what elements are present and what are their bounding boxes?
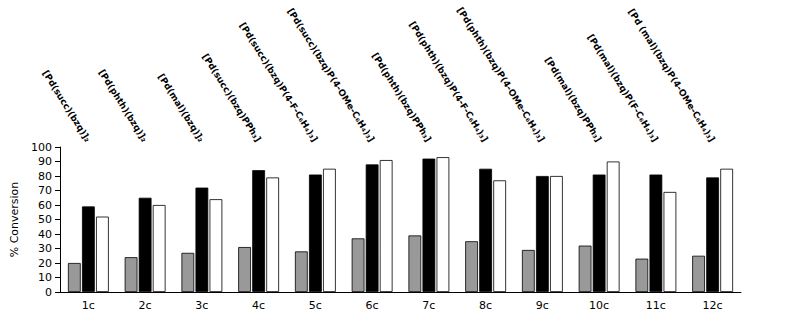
svg-text:30: 30 xyxy=(38,242,52,255)
svg-text:1c: 1c xyxy=(82,299,95,312)
svg-text:12c: 12c xyxy=(703,299,723,312)
svg-text:3c: 3c xyxy=(195,299,208,312)
svg-text:8c: 8c xyxy=(479,299,492,312)
svg-text:80: 80 xyxy=(38,170,52,183)
svg-text:0: 0 xyxy=(45,286,52,299)
svg-text:[Pd(succ)(bzq)PPh₃]: [Pd(succ)(bzq)PPh₃] xyxy=(200,52,262,144)
svg-text:20: 20 xyxy=(38,257,52,270)
svg-text:[Pd(mal)(bzq)P(F-C₆H₄)₃]: [Pd(mal)(bzq)P(F-C₆H₄)₃] xyxy=(586,33,661,144)
svg-text:[Pd(succ)(bzq)]₂: [Pd(succ)(bzq)]₂ xyxy=(41,69,93,144)
svg-text:[Pd(phth)(bzq)]₂: [Pd(phth)(bzq)]₂ xyxy=(97,68,150,144)
svg-text:10c: 10c xyxy=(589,299,609,312)
svg-text:[Pd(mal)(bzq)PPh₃]: [Pd(mal)(bzq)PPh₃] xyxy=(543,55,603,143)
svg-text:4c: 4c xyxy=(252,299,265,312)
svg-text:[Pd(mal)(bzq)]₂: [Pd(mal)(bzq)]₂ xyxy=(156,72,206,144)
svg-text:6c: 6c xyxy=(366,299,379,312)
svg-text:[Pd(phth)(bzq)PPh₃]: [Pd(phth)(bzq)PPh₃] xyxy=(370,51,433,144)
svg-text:11c: 11c xyxy=(646,299,666,312)
svg-text:5c: 5c xyxy=(309,299,322,312)
svg-text:[Pd(succ)(bzq)P(4-F-C₆H₄)₃]: [Pd(succ)(bzq)P(4-F-C₆H₄)₃] xyxy=(237,20,320,144)
svg-text:70: 70 xyxy=(38,184,52,197)
svg-text:2c: 2c xyxy=(139,299,152,312)
svg-text:[Pd(phth)(bzq)P(4-F-C₆H₄)₃]: [Pd(phth)(bzq)P(4-F-C₆H₄)₃] xyxy=(407,19,490,144)
svg-text:90: 90 xyxy=(38,155,52,168)
svg-text:[Pd(phth)(bzq)P(4-OMe-C₆H₄)₃]: [Pd(phth)(bzq)P(4-OMe-C₆H₄)₃] xyxy=(455,6,546,144)
svg-text:10: 10 xyxy=(38,271,52,284)
svg-text:% Conversion: % Conversion xyxy=(8,182,21,258)
svg-text:9c: 9c xyxy=(536,299,549,312)
svg-text:100: 100 xyxy=(31,141,52,154)
svg-text:[Pd (mal)(bzq)P(4-OMe-C₆H₄)₃]: [Pd (mal)(bzq)P(4-OMe-C₆H₄)₃] xyxy=(626,7,716,144)
svg-text:60: 60 xyxy=(38,199,52,212)
svg-text:40: 40 xyxy=(38,228,52,241)
svg-text:[Pd(succ)(bzq)P(4-OMe-C₆H₄)₃]: [Pd(succ)(bzq)P(4-OMe-C₆H₄)₃] xyxy=(285,6,376,143)
svg-text:7c: 7c xyxy=(422,299,435,312)
svg-text:50: 50 xyxy=(38,213,52,226)
